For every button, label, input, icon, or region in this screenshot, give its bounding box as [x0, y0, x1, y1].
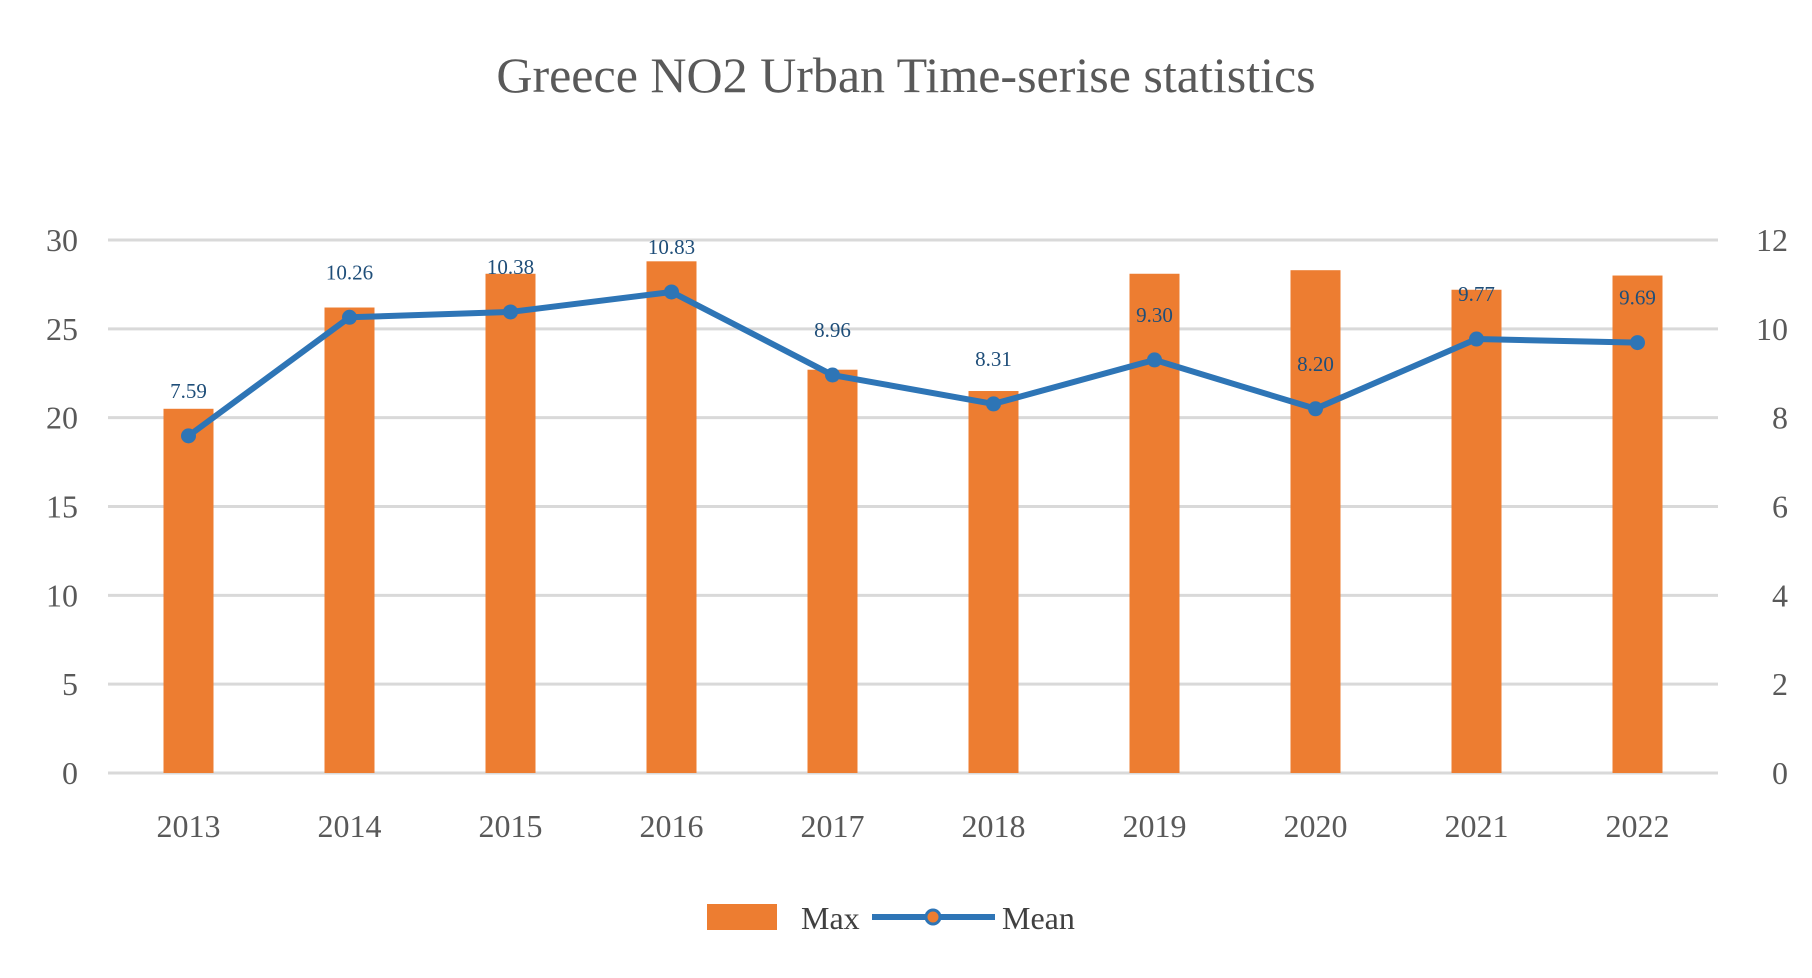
- mean-data-label: 8.31: [975, 347, 1012, 371]
- mean-point: [825, 367, 840, 383]
- mean-line-series: [181, 284, 1645, 444]
- mean-point: [1469, 331, 1484, 347]
- left-tick-label: 25: [46, 311, 78, 347]
- right-tick-label: 10: [1756, 311, 1788, 347]
- mean-data-label: 10.38: [487, 255, 534, 279]
- mean-data-label: 10.26: [326, 260, 373, 284]
- mean-data-label: 9.77: [1458, 282, 1495, 306]
- mean-data-label: 7.59: [170, 379, 207, 403]
- mean-data-label: 10.83: [648, 235, 695, 259]
- max-bar: [646, 261, 697, 773]
- legend: Max Mean: [707, 900, 1075, 936]
- left-tick-label: 5: [62, 666, 78, 702]
- gridlines: [108, 238, 1718, 775]
- x-tick-label: 2019: [1123, 808, 1187, 844]
- left-tick-label: 20: [46, 400, 78, 436]
- x-tick-label: 2015: [479, 808, 543, 844]
- max-bar: [1290, 270, 1341, 773]
- right-tick-label: 0: [1772, 755, 1788, 791]
- x-tick-label: 2020: [1284, 808, 1348, 844]
- mean-data-label: 9.69: [1619, 286, 1656, 310]
- mean-point: [1147, 352, 1162, 368]
- right-tick-label: 8: [1772, 400, 1788, 436]
- x-tick-label: 2022: [1606, 808, 1670, 844]
- mean-line: [186, 288, 1638, 439]
- right-axis-ticks: 0 2 4 6 8 10 12: [1756, 222, 1788, 791]
- max-bar: [485, 273, 536, 773]
- left-axis-ticks: 0 5 10 15 20 25 30: [46, 222, 78, 791]
- x-tick-label: 2017: [801, 808, 865, 844]
- right-tick-label: 6: [1772, 489, 1788, 525]
- mean-data-label: 8.20: [1297, 352, 1334, 376]
- mean-point: [342, 309, 357, 325]
- mean-point: [181, 428, 196, 444]
- mean-point: [1630, 335, 1645, 351]
- mean-data-labels: 7.59 10.26 10.38 10.83 8.96 8.31 9.30 8.20 9.77 9…: [170, 235, 1656, 403]
- right-tick-label: 12: [1756, 222, 1788, 258]
- left-tick-label: 15: [46, 489, 78, 525]
- x-axis-ticks: 2013 2014 2015 2016 2017 2018 2019 2020 2021 2022: [157, 808, 1670, 844]
- max-bar: [163, 408, 214, 773]
- max-bars: [163, 261, 1663, 773]
- left-tick-label: 30: [46, 222, 78, 258]
- x-tick-label: 2014: [318, 808, 382, 844]
- max-bar: [1451, 289, 1502, 773]
- max-bar: [968, 391, 1019, 773]
- mean-point: [664, 284, 679, 300]
- mean-data-label: 8.96: [814, 318, 851, 342]
- max-bar: [1612, 275, 1663, 773]
- max-bar: [1129, 273, 1180, 773]
- mean-point: [1308, 401, 1323, 417]
- mean-point: [986, 396, 1001, 412]
- max-bar: [324, 307, 375, 773]
- x-tick-label: 2021: [1445, 808, 1509, 844]
- chart-title: Greece NO2 Urban Time-serise statistics: [496, 47, 1315, 103]
- x-tick-label: 2016: [640, 808, 704, 844]
- legend-max-label: Max: [801, 900, 860, 936]
- x-tick-label: 2018: [962, 808, 1026, 844]
- legend-mean-swatch-marker: [924, 908, 942, 926]
- mean-point: [503, 304, 518, 320]
- right-tick-label: 4: [1772, 577, 1788, 613]
- mean-data-label: 9.30: [1136, 303, 1173, 327]
- left-tick-label: 10: [46, 577, 78, 613]
- max-bar: [807, 369, 858, 773]
- legend-mean-label: Mean: [1002, 900, 1075, 936]
- left-tick-label: 0: [62, 755, 78, 791]
- legend-max-swatch: [707, 904, 777, 930]
- right-tick-label: 2: [1772, 666, 1788, 702]
- x-tick-label: 2013: [157, 808, 221, 844]
